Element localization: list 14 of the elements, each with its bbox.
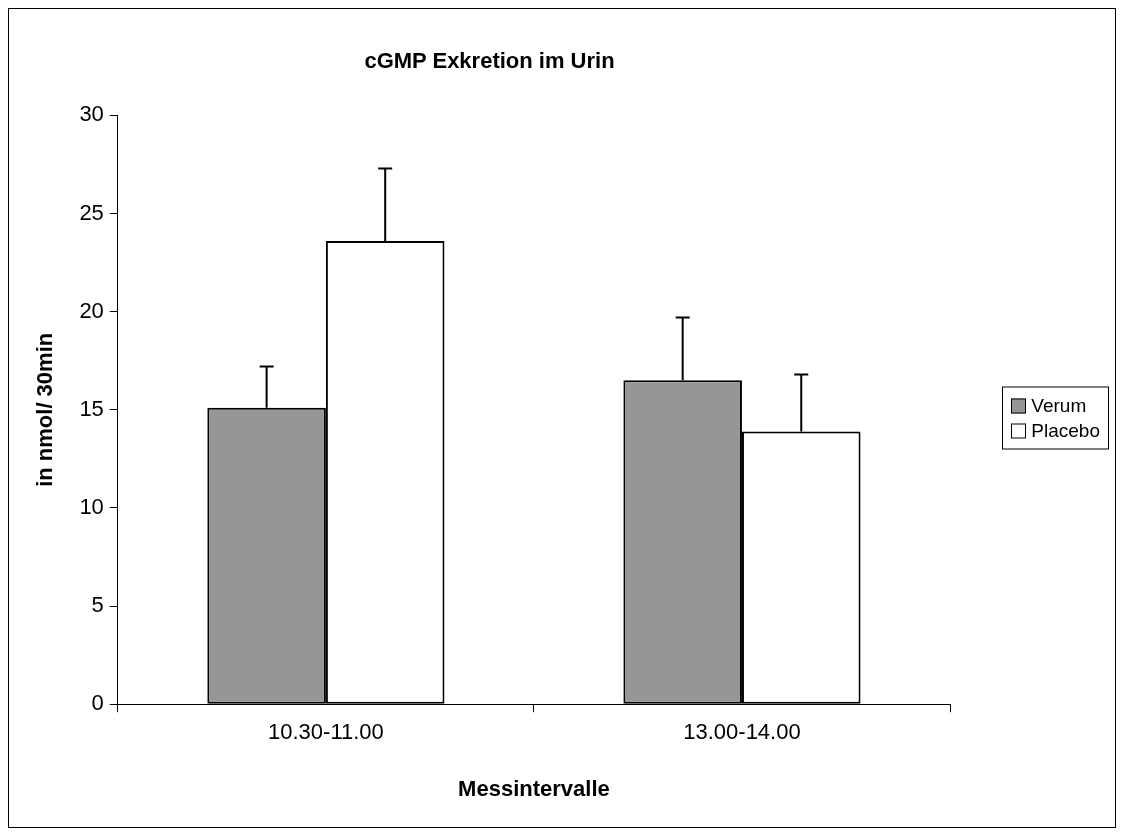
y-tick-label: 15 xyxy=(79,395,104,421)
y-tick-label: 10 xyxy=(79,494,104,519)
y-tick-label: 25 xyxy=(79,199,104,225)
chart-title: cGMP Exkretion im Urin xyxy=(364,48,615,74)
x-tick-label: 13.00-14.00 xyxy=(683,719,801,745)
text: Placebo xyxy=(1031,419,1100,442)
y-tick-label: 5 xyxy=(91,592,104,618)
y-tick-label: 20 xyxy=(79,297,104,323)
legend-label: Verum xyxy=(1031,394,1087,417)
y-tick-label: 0 xyxy=(91,690,104,716)
y-axis-title: in nmol/ 30min xyxy=(32,332,58,487)
x-tick-label: 10.30-11.00 xyxy=(268,719,384,745)
x-axis-title: Messintervalle xyxy=(458,775,610,801)
y-tick-label: 30 xyxy=(79,101,104,127)
